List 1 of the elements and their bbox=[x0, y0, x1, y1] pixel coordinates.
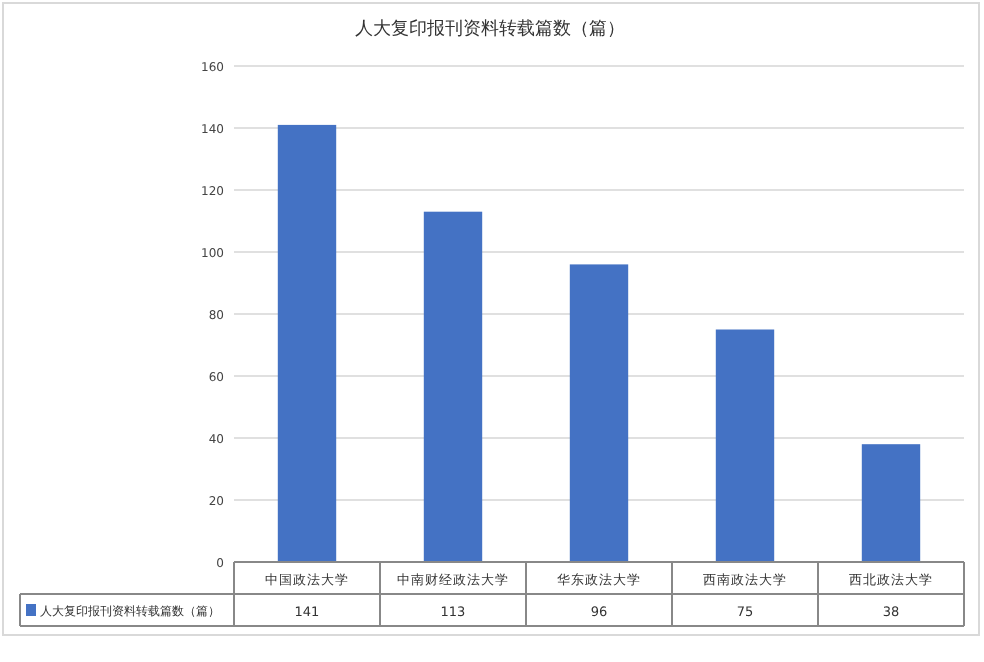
chart-title: 人大复印报刊资料转载篇数（篇） bbox=[355, 18, 625, 40]
